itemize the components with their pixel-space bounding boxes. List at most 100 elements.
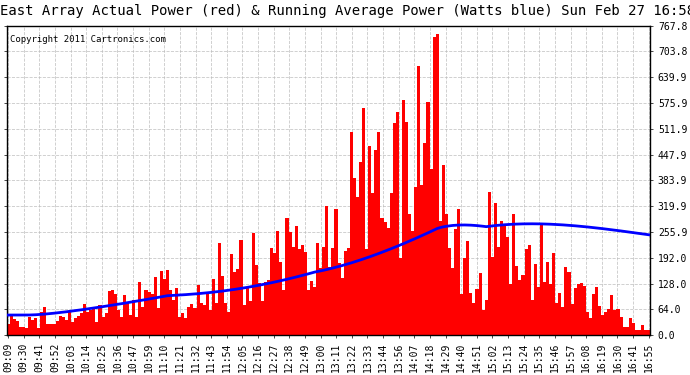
Bar: [34, 318, 37, 335]
Bar: [135, 317, 138, 335]
Bar: [61, 317, 65, 335]
Bar: [92, 307, 95, 335]
Bar: [528, 245, 531, 335]
Bar: [463, 258, 466, 335]
Bar: [622, 327, 626, 335]
Bar: [577, 284, 580, 335]
Bar: [573, 288, 577, 335]
Bar: [246, 287, 248, 335]
Bar: [408, 214, 411, 335]
Bar: [365, 249, 368, 335]
Bar: [534, 264, 537, 335]
Bar: [292, 247, 295, 335]
Bar: [6, 324, 10, 335]
Bar: [193, 308, 197, 335]
Bar: [276, 231, 279, 335]
Bar: [386, 228, 390, 335]
Bar: [647, 330, 650, 335]
Bar: [469, 293, 473, 335]
Bar: [417, 66, 420, 335]
Bar: [52, 324, 56, 335]
Bar: [316, 243, 319, 335]
Bar: [282, 290, 286, 335]
Bar: [108, 291, 110, 335]
Bar: [506, 237, 509, 335]
Bar: [473, 303, 475, 335]
Bar: [344, 251, 347, 335]
Bar: [384, 222, 386, 335]
Bar: [16, 321, 19, 335]
Bar: [65, 320, 68, 335]
Bar: [484, 300, 488, 335]
Bar: [239, 240, 242, 335]
Bar: [50, 324, 52, 335]
Bar: [611, 295, 613, 335]
Bar: [304, 252, 307, 335]
Bar: [181, 313, 184, 335]
Bar: [12, 319, 16, 335]
Bar: [328, 267, 331, 335]
Bar: [424, 143, 426, 335]
Bar: [509, 284, 512, 335]
Bar: [589, 318, 592, 335]
Bar: [59, 316, 61, 335]
Bar: [442, 165, 445, 335]
Bar: [377, 132, 380, 335]
Bar: [221, 276, 224, 335]
Bar: [482, 310, 484, 335]
Bar: [638, 330, 641, 335]
Bar: [120, 317, 123, 335]
Bar: [426, 102, 429, 335]
Bar: [215, 303, 218, 335]
Bar: [28, 316, 31, 335]
Bar: [25, 328, 28, 335]
Bar: [460, 294, 463, 335]
Bar: [497, 247, 500, 335]
Bar: [163, 279, 166, 335]
Bar: [500, 221, 503, 335]
Bar: [325, 206, 328, 335]
Bar: [466, 242, 469, 335]
Bar: [203, 305, 206, 335]
Bar: [144, 290, 148, 335]
Bar: [494, 203, 497, 335]
Bar: [132, 300, 135, 335]
Text: East Array Actual Power (red) & Running Average Power (Watts blue) Sun Feb 27 16: East Array Actual Power (red) & Running …: [0, 4, 690, 18]
Bar: [356, 197, 359, 335]
Bar: [209, 310, 212, 335]
Bar: [89, 310, 92, 335]
Bar: [580, 283, 583, 335]
Bar: [331, 248, 335, 335]
Bar: [595, 286, 598, 335]
Bar: [160, 271, 163, 335]
Bar: [43, 307, 46, 335]
Bar: [433, 37, 435, 335]
Bar: [641, 325, 644, 335]
Bar: [99, 305, 101, 335]
Bar: [148, 292, 150, 335]
Bar: [439, 221, 442, 335]
Bar: [288, 232, 292, 335]
Text: Copyright 2011 Cartronics.com: Copyright 2011 Cartronics.com: [10, 35, 166, 44]
Bar: [598, 306, 601, 335]
Bar: [448, 248, 451, 335]
Bar: [562, 307, 564, 335]
Bar: [411, 231, 414, 335]
Bar: [549, 284, 552, 335]
Bar: [375, 150, 377, 335]
Bar: [620, 318, 622, 335]
Bar: [451, 268, 454, 335]
Bar: [46, 324, 50, 335]
Bar: [206, 293, 209, 335]
Bar: [402, 100, 405, 335]
Bar: [248, 301, 252, 335]
Bar: [414, 187, 417, 335]
Bar: [350, 132, 353, 335]
Bar: [429, 169, 433, 335]
Bar: [101, 317, 105, 335]
Bar: [571, 304, 573, 335]
Bar: [71, 322, 74, 335]
Bar: [80, 313, 83, 335]
Bar: [237, 269, 239, 335]
Bar: [371, 193, 375, 335]
